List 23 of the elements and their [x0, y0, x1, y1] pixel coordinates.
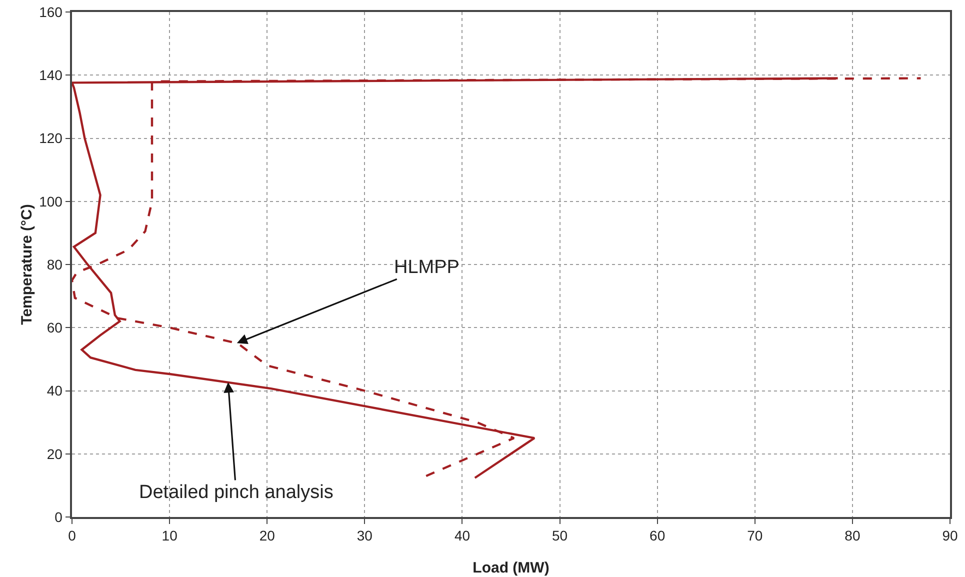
y-tick-label: 20 — [46, 446, 63, 462]
x-tick-label: 60 — [650, 528, 666, 544]
y-tick-label: 0 — [54, 508, 63, 525]
annotation: HLMPP — [394, 257, 460, 278]
x-tick-label: 50 — [552, 528, 568, 544]
y-tick-label: 160 — [39, 4, 63, 20]
x-tick-label: 10 — [162, 528, 178, 544]
y-tick-label: 80 — [46, 256, 63, 272]
x-tick-label: 0 — [68, 528, 76, 544]
y-tick-label: 40 — [46, 382, 63, 399]
x-tick-label: 40 — [454, 528, 470, 544]
x-tick-label: 30 — [356, 528, 373, 544]
x-tick-label: 80 — [844, 528, 860, 544]
x-tick-label: 70 — [747, 528, 763, 544]
y-axis-title: Temperature (°C) — [18, 204, 36, 325]
y-tick-label: 60 — [46, 320, 63, 336]
x-tick-label: 90 — [942, 528, 958, 544]
y-tick-label: 120 — [39, 130, 63, 146]
annotation: Detailed pinch analysis — [139, 482, 334, 503]
y-tick-label: 100 — [39, 193, 63, 210]
x-tick-label: 20 — [259, 528, 276, 544]
x-axis-title: Load (MW) — [472, 560, 550, 576]
y-tick-label: 140 — [39, 67, 63, 84]
